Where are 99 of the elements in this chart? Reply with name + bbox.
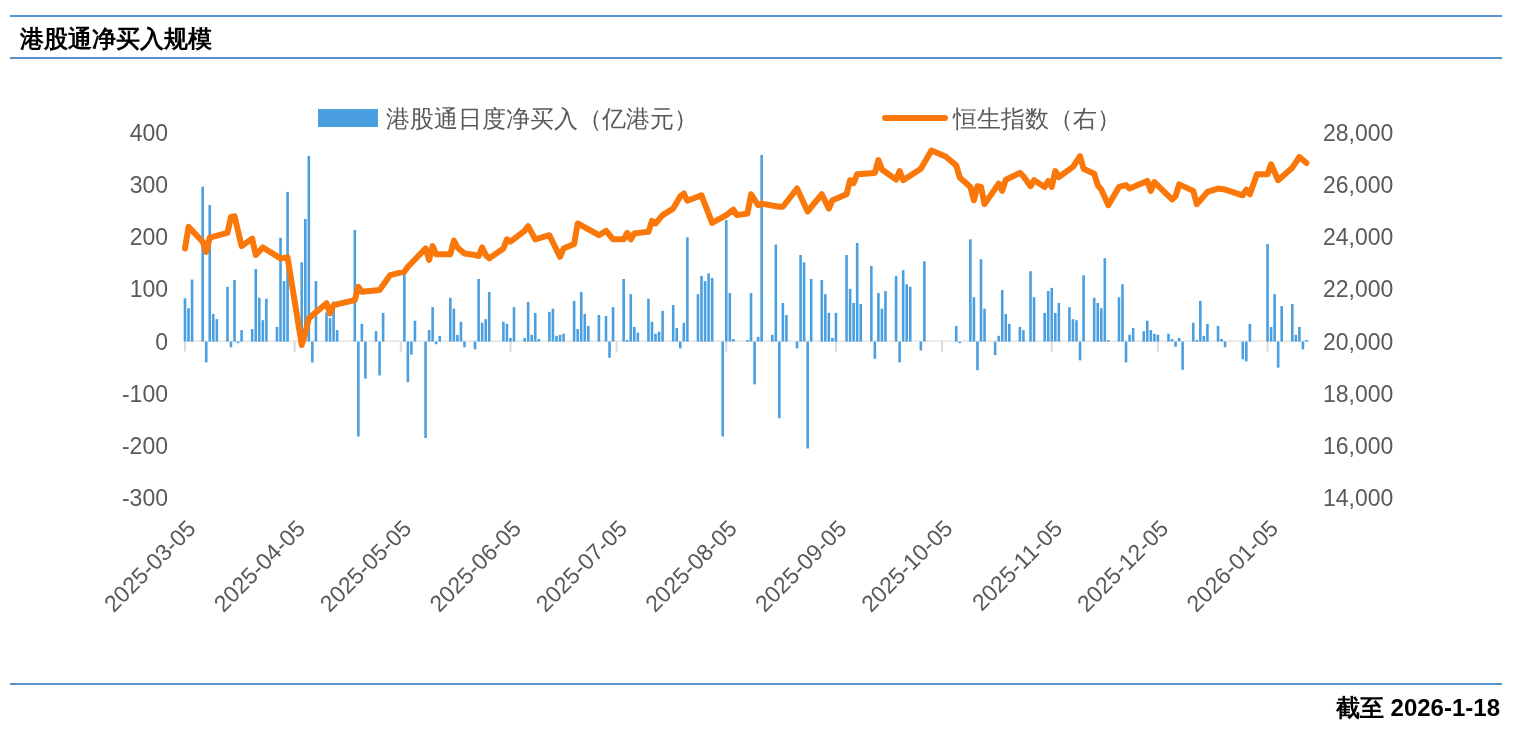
bar <box>1280 306 1283 342</box>
bar <box>254 269 258 342</box>
bar <box>923 261 926 342</box>
y-tick-label: 0 <box>155 328 168 355</box>
y2-tick-label: 24,000 <box>1323 224 1394 251</box>
legend-label: 恒生指数（右） <box>952 105 1121 132</box>
y-tick-label: 200 <box>129 224 168 251</box>
bar <box>424 341 427 439</box>
bar <box>884 290 887 342</box>
bar <box>661 310 664 342</box>
bar <box>1000 289 1004 342</box>
bar <box>1241 341 1245 360</box>
bar <box>622 279 625 342</box>
bar <box>908 286 912 342</box>
bar <box>700 275 703 342</box>
bar <box>1075 320 1078 342</box>
bar <box>686 237 689 342</box>
bar <box>1022 330 1025 342</box>
bar <box>201 186 204 342</box>
text: 截至 2026-1-18 <box>1334 694 1500 721</box>
bar <box>1273 294 1276 342</box>
bar <box>707 273 710 342</box>
bar <box>1191 322 1195 342</box>
y2-tick-label: 18,000 <box>1323 380 1394 407</box>
y-tick-label: 400 <box>129 120 168 146</box>
bar <box>877 293 880 342</box>
bar <box>357 341 360 437</box>
bar <box>1298 326 1301 342</box>
bar <box>845 255 848 342</box>
bar <box>954 325 958 342</box>
bar <box>671 305 675 342</box>
bar <box>870 265 873 342</box>
bar <box>760 154 763 342</box>
bar <box>1291 304 1294 342</box>
bar <box>1046 290 1050 342</box>
bar <box>403 273 406 342</box>
y-tick-label: -200 <box>121 432 168 459</box>
bar <box>533 312 537 342</box>
bar <box>806 341 809 449</box>
bar <box>487 292 491 342</box>
bar <box>579 292 583 342</box>
bar <box>678 341 682 349</box>
bar <box>976 341 979 371</box>
bar <box>463 341 466 348</box>
bar <box>562 333 565 342</box>
bar <box>226 286 229 342</box>
bar <box>265 298 268 342</box>
y2-tick-label: 22,000 <box>1323 276 1394 303</box>
bar <box>279 237 282 342</box>
bar <box>724 220 728 342</box>
bar <box>502 321 505 342</box>
bar <box>449 297 452 342</box>
bar <box>608 341 611 358</box>
y-tick-label: -300 <box>121 485 168 511</box>
bar <box>325 312 328 342</box>
y2-tick-label: 20,000 <box>1323 328 1394 355</box>
bar <box>378 341 381 376</box>
bar <box>1153 333 1156 342</box>
bar <box>1199 300 1202 342</box>
bar <box>1145 320 1149 342</box>
bar <box>898 341 901 363</box>
legend-label: 港股通日度净买入（亿港元） <box>386 105 698 132</box>
bar <box>240 330 243 342</box>
bar <box>799 255 802 342</box>
bar <box>1121 284 1124 342</box>
y-tick-label: 100 <box>129 276 168 303</box>
bar <box>1082 275 1085 342</box>
bar <box>969 239 972 342</box>
bar <box>647 298 650 342</box>
bar <box>364 341 367 379</box>
bar <box>1181 341 1184 370</box>
y2-tick-label: 14,000 <box>1323 485 1394 511</box>
y-tick-label: 300 <box>129 172 168 199</box>
bar <box>1174 341 1177 347</box>
bar <box>721 341 725 437</box>
bar <box>204 341 208 363</box>
bar <box>820 280 824 342</box>
bar <box>477 279 480 342</box>
bar <box>233 280 236 342</box>
bar <box>438 335 442 342</box>
bar <box>311 341 314 363</box>
bar <box>1029 271 1032 342</box>
bar <box>1050 287 1054 342</box>
chart-title: 港股通净买入规模 <box>19 25 212 52</box>
y2-tick-label: 16,000 <box>1323 432 1394 459</box>
bar <box>1245 341 1248 362</box>
bar <box>431 307 434 342</box>
bar <box>1206 323 1209 342</box>
bar <box>1266 244 1269 342</box>
bar <box>1068 307 1071 342</box>
bar <box>629 294 633 342</box>
bar <box>1167 333 1170 342</box>
bar <box>753 341 756 385</box>
y2-tick-label: 26,000 <box>1323 172 1394 199</box>
y2-tick-label: 28,000 <box>1323 120 1394 146</box>
bar <box>1096 302 1100 342</box>
bar <box>778 341 781 419</box>
y-tick-label: -100 <box>121 380 168 407</box>
bar <box>548 311 551 342</box>
